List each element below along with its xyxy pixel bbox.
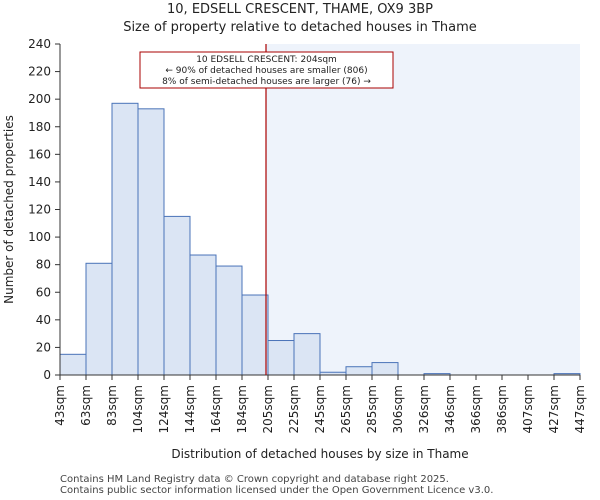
x-tick-label: 366sqm — [469, 385, 483, 433]
x-tick-label: 144sqm — [183, 385, 197, 433]
bar-265sqm — [345, 366, 373, 376]
bar-225sqm — [293, 333, 321, 376]
x-tick-label: 346sqm — [443, 385, 457, 433]
bar-43sqm — [59, 353, 87, 376]
y-tick-label: 220 — [28, 65, 51, 79]
y-tick-label: 60 — [36, 285, 51, 299]
x-axis-label: Distribution of detached houses by size … — [171, 447, 468, 461]
y-tick-label: 240 — [28, 37, 51, 51]
bar-104sqm — [137, 108, 165, 376]
chart-title: 10, EDSELL CRESCENT, THAME, OX9 3BP — [167, 2, 433, 17]
y-tick-label: 40 — [36, 313, 51, 327]
annotation-line-2: ← 90% of detached houses are smaller (80… — [165, 66, 367, 76]
x-tick-label: 205sqm — [261, 385, 275, 433]
bar-285sqm — [371, 362, 399, 376]
footer-line-1: Contains HM Land Registry data © Crown c… — [60, 474, 449, 485]
bar-164sqm — [215, 265, 243, 376]
bar-83sqm — [111, 102, 139, 376]
annotation-box: 10 EDSELL CRESCENT: 204sqm ← 90% of deta… — [139, 51, 394, 89]
y-tick-label: 160 — [28, 147, 51, 161]
y-tick-label: 80 — [36, 258, 51, 272]
x-tick-label: 104sqm — [131, 385, 145, 433]
footer-line-2: Contains public sector information licen… — [60, 485, 494, 496]
bar-184sqm — [241, 294, 269, 376]
x-tick-label: 265sqm — [339, 385, 353, 433]
y-tick-label: 200 — [28, 92, 51, 106]
y-tick-label: 120 — [28, 203, 51, 217]
y-tick-label: 140 — [28, 175, 51, 189]
annotation-line-3: 8% of semi-detached houses are larger (7… — [162, 77, 371, 87]
x-tick-label: 427sqm — [547, 385, 561, 433]
chart-subtitle: Size of property relative to detached ho… — [123, 20, 477, 35]
annotation-frame — [139, 51, 394, 89]
y-tick-label: 0 — [43, 368, 51, 382]
bars-group — [59, 102, 581, 376]
x-tick-label: 63sqm — [79, 385, 93, 426]
bar-63sqm — [85, 262, 113, 376]
x-axis-ticks: 43sqm 63sqm 83sqm 104sqm 124sqm 144sqm 164sqm 1… — [53, 375, 587, 433]
annotation-line-1: 10 EDSELL CRESCENT: 204sqm — [196, 55, 337, 65]
x-tick-label: 225sqm — [287, 385, 301, 433]
x-tick-label: 447sqm — [573, 385, 587, 433]
y-tick-label: 20 — [36, 340, 51, 354]
y-tick-label: 100 — [28, 230, 51, 244]
bar-205sqm — [267, 340, 295, 376]
x-tick-label: 245sqm — [313, 385, 327, 433]
x-tick-label: 124sqm — [157, 385, 171, 433]
y-tick-label: 180 — [28, 120, 51, 134]
x-tick-label: 83sqm — [105, 385, 119, 426]
x-tick-label: 184sqm — [235, 385, 249, 433]
x-tick-label: 306sqm — [391, 385, 405, 433]
x-tick-label: 326sqm — [417, 385, 431, 433]
bar-144sqm — [189, 254, 217, 376]
bar-124sqm — [163, 215, 191, 376]
x-tick-label: 43sqm — [53, 385, 67, 426]
x-tick-label: 164sqm — [209, 385, 223, 433]
x-tick-label: 407sqm — [521, 385, 535, 433]
y-axis-ticks: 0 20 40 60 80 100 120 140 160 180 200 220 240 — [28, 37, 60, 382]
highlight-region — [266, 44, 580, 375]
y-axis-label: Number of detached properties — [2, 115, 16, 304]
x-tick-label: 285sqm — [365, 385, 379, 433]
x-tick-label: 386sqm — [495, 385, 509, 433]
